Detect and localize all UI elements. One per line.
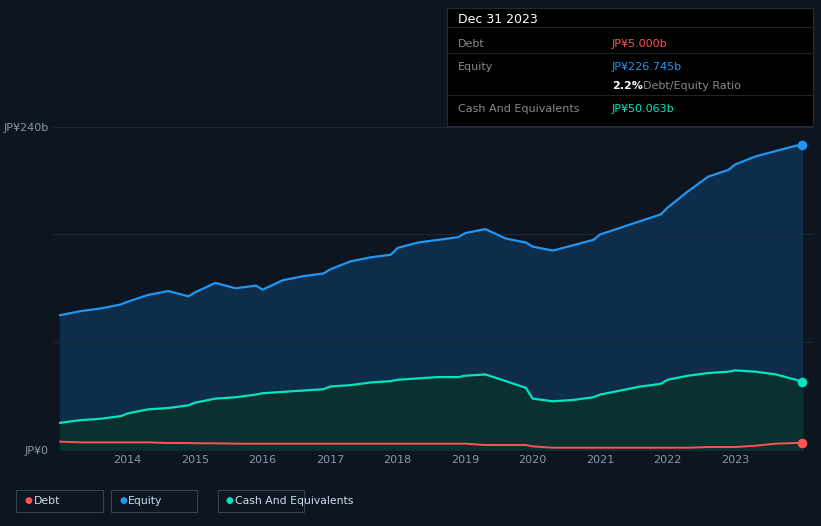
Text: Equity: Equity	[458, 62, 493, 72]
Text: Equity: Equity	[128, 495, 163, 506]
Text: Cash And Equivalents: Cash And Equivalents	[458, 104, 580, 114]
Text: Debt: Debt	[458, 38, 485, 49]
Text: ●: ●	[226, 496, 234, 505]
Point	[796, 140, 809, 149]
Text: JP¥5.000b: JP¥5.000b	[612, 38, 667, 49]
Text: Cash And Equivalents: Cash And Equivalents	[235, 495, 353, 506]
Text: JP¥226.745b: JP¥226.745b	[612, 62, 681, 72]
Text: ●: ●	[119, 496, 127, 505]
Text: Debt: Debt	[34, 495, 60, 506]
Point	[796, 378, 809, 387]
Text: Debt/Equity Ratio: Debt/Equity Ratio	[643, 80, 741, 91]
Point	[796, 439, 809, 447]
Text: 2.2%: 2.2%	[612, 80, 643, 91]
Text: Dec 31 2023: Dec 31 2023	[458, 13, 538, 26]
Text: JP¥50.063b: JP¥50.063b	[612, 104, 674, 114]
Text: ●: ●	[25, 496, 33, 505]
